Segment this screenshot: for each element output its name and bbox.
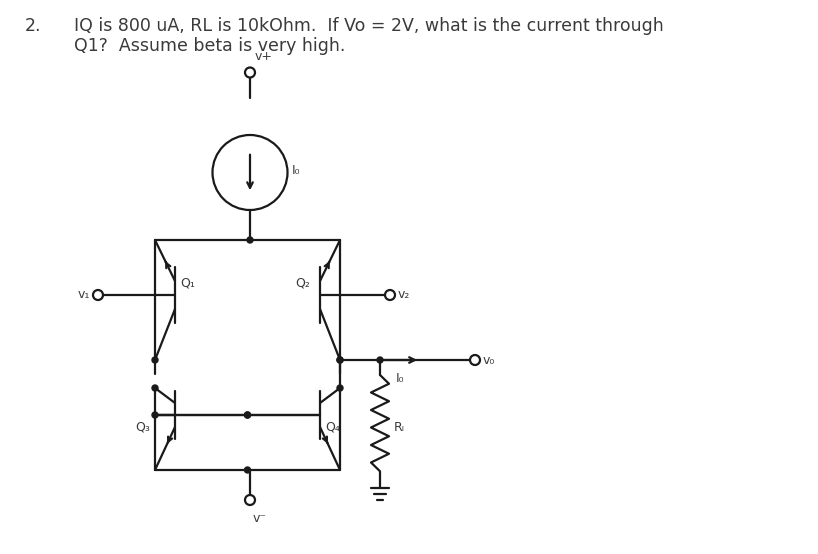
Text: I₀: I₀ [291,164,300,177]
Text: 2.: 2. [25,17,41,34]
Text: Q₁: Q₁ [180,277,195,290]
Circle shape [377,357,383,363]
Text: v₁: v₁ [78,289,90,301]
Circle shape [337,357,343,363]
Text: Q₄: Q₄ [325,420,339,433]
Text: v⁻: v⁻ [253,512,267,525]
Text: Q₂: Q₂ [295,277,310,290]
Text: I₀: I₀ [396,372,404,385]
Text: IQ is 800 uA, RL is 10kOhm.  If Vo = 2V, what is the current through
Q1?  Assume: IQ is 800 uA, RL is 10kOhm. If Vo = 2V, … [74,17,663,55]
Circle shape [337,357,343,363]
Text: v₀: v₀ [483,353,495,367]
Circle shape [152,357,158,363]
Circle shape [247,237,253,243]
Text: Rₗ: Rₗ [394,421,405,434]
Circle shape [152,412,158,418]
Circle shape [245,467,250,473]
Circle shape [152,385,158,391]
Text: v₂: v₂ [398,289,411,301]
Text: v+: v+ [255,49,273,63]
Circle shape [337,385,343,391]
Text: Q₃: Q₃ [135,420,150,433]
Circle shape [245,412,250,418]
Circle shape [245,412,250,418]
